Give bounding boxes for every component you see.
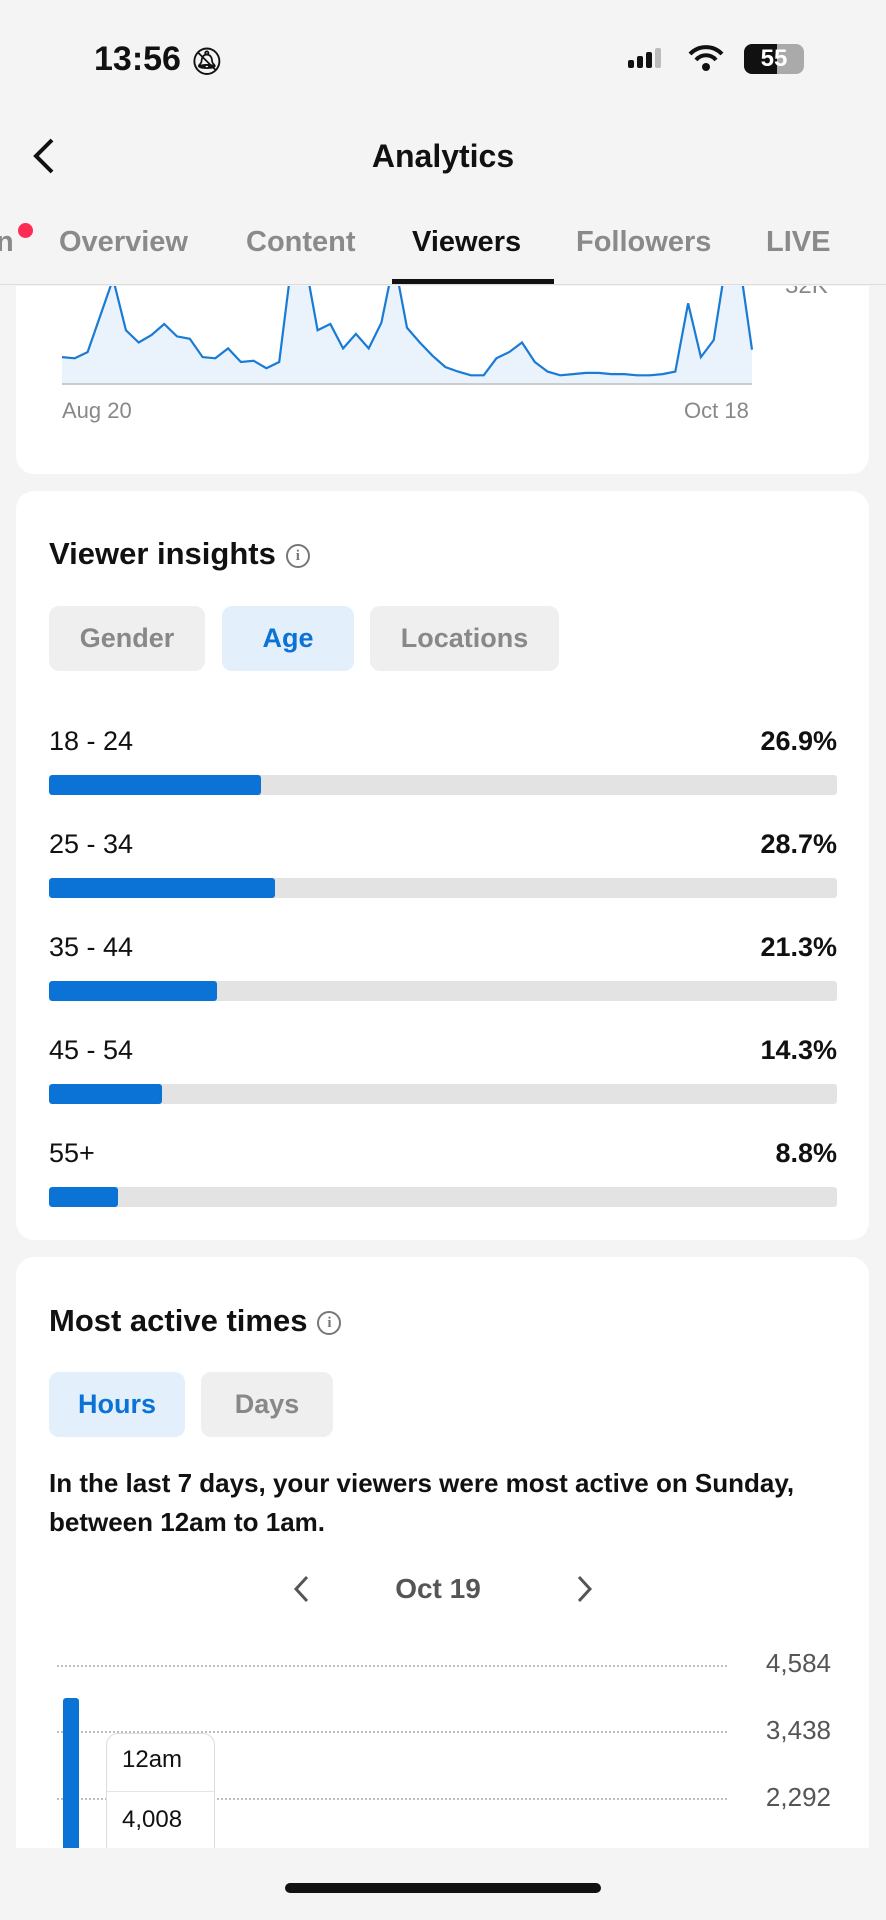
- most-active-times-title: Most active times i: [49, 1303, 342, 1339]
- tab-partial[interactable]: n: [0, 226, 14, 258]
- age-bar-fill: [49, 1187, 119, 1207]
- age-range-label: 45 - 54: [49, 1035, 134, 1065]
- y-tick-label: 2,292: [765, 1782, 831, 1812]
- filter-hours[interactable]: Hours: [49, 1372, 185, 1437]
- age-percentage: 28.7%: [760, 829, 837, 859]
- age-range-label: 25 - 34: [49, 829, 134, 859]
- filter-locations[interactable]: Locations: [370, 606, 559, 671]
- x-axis-start-label: Aug 20: [62, 398, 132, 423]
- views-line-chart: [61, 286, 754, 385]
- hour-bar-12am[interactable]: [63, 1698, 79, 1848]
- next-date-button[interactable]: [574, 1574, 594, 1609]
- y-tick-label: 4,584: [765, 1648, 831, 1678]
- bell-muted-icon: 🔕︎: [190, 46, 224, 76]
- age-bar-track: [49, 981, 837, 1001]
- tab-content[interactable]: Content: [246, 226, 356, 258]
- age-range-label: 18 - 24: [49, 726, 134, 756]
- views-line: [61, 286, 754, 377]
- back-button[interactable]: [30, 138, 60, 174]
- age-percentage: 14.3%: [760, 1035, 837, 1065]
- tab-followers[interactable]: Followers: [576, 226, 712, 258]
- bar-tooltip: 12am 4,008: [106, 1733, 215, 1863]
- info-icon[interactable]: i: [285, 543, 310, 568]
- x-axis-end-label: Oct 18: [684, 398, 749, 423]
- age-percentage: 21.3%: [760, 932, 837, 962]
- filter-gender[interactable]: Gender: [49, 606, 205, 671]
- home-indicator[interactable]: [285, 1883, 601, 1893]
- tabs-divider: [0, 284, 886, 285]
- line-area: [62, 286, 752, 384]
- age-bar-fill: [49, 775, 261, 795]
- age-range-label: 35 - 44: [49, 932, 134, 962]
- battery-icon: 55: [744, 44, 804, 74]
- info-icon[interactable]: i: [317, 1310, 342, 1335]
- age-bar-track: [49, 775, 837, 795]
- age-bar-track: [49, 1187, 837, 1207]
- age-bar-fill: [49, 981, 217, 1001]
- active-tab-underline: [392, 279, 554, 284]
- tooltip-value: 4,008: [122, 1806, 183, 1833]
- age-percentage: 8.8%: [775, 1138, 837, 1168]
- current-date: Oct 19: [395, 1573, 481, 1604]
- previous-date-button[interactable]: [292, 1574, 312, 1609]
- wifi-icon: [688, 44, 724, 77]
- age-bar-track: [49, 1084, 837, 1104]
- age-bar-fill: [49, 1084, 162, 1104]
- age-percentage: 26.9%: [760, 726, 837, 756]
- gridline: [57, 1731, 727, 1733]
- notification-dot: [18, 223, 33, 238]
- active-times-summary: In the last 7 days, your viewers were mo…: [49, 1468, 795, 1537]
- viewer-insights-card: [16, 491, 869, 1240]
- tab-live[interactable]: LIVE: [766, 226, 831, 258]
- age-bar-track: [49, 878, 837, 898]
- status-time: 13:56 🔕︎: [94, 40, 224, 78]
- filter-days[interactable]: Days: [201, 1372, 333, 1437]
- viewer-insights-title: Viewer insights i: [49, 536, 310, 572]
- tooltip-label: 12am: [107, 1734, 214, 1792]
- gridline: [57, 1798, 727, 1800]
- y-axis-top-label: 32K: [785, 272, 828, 299]
- tab-viewers[interactable]: Viewers: [412, 226, 522, 258]
- age-bar-fill: [49, 878, 276, 898]
- y-tick-label: 3,438: [765, 1715, 831, 1745]
- signal-icon: [628, 48, 661, 68]
- tab-overview[interactable]: Overview: [59, 226, 188, 258]
- gridline: [57, 1665, 727, 1667]
- filter-age[interactable]: Age: [222, 606, 354, 671]
- age-range-label: 55+: [49, 1138, 95, 1168]
- page-title: Analytics: [371, 138, 515, 174]
